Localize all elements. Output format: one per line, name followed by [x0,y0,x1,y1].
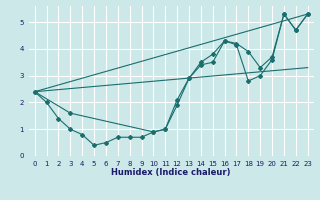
X-axis label: Humidex (Indice chaleur): Humidex (Indice chaleur) [111,168,231,177]
